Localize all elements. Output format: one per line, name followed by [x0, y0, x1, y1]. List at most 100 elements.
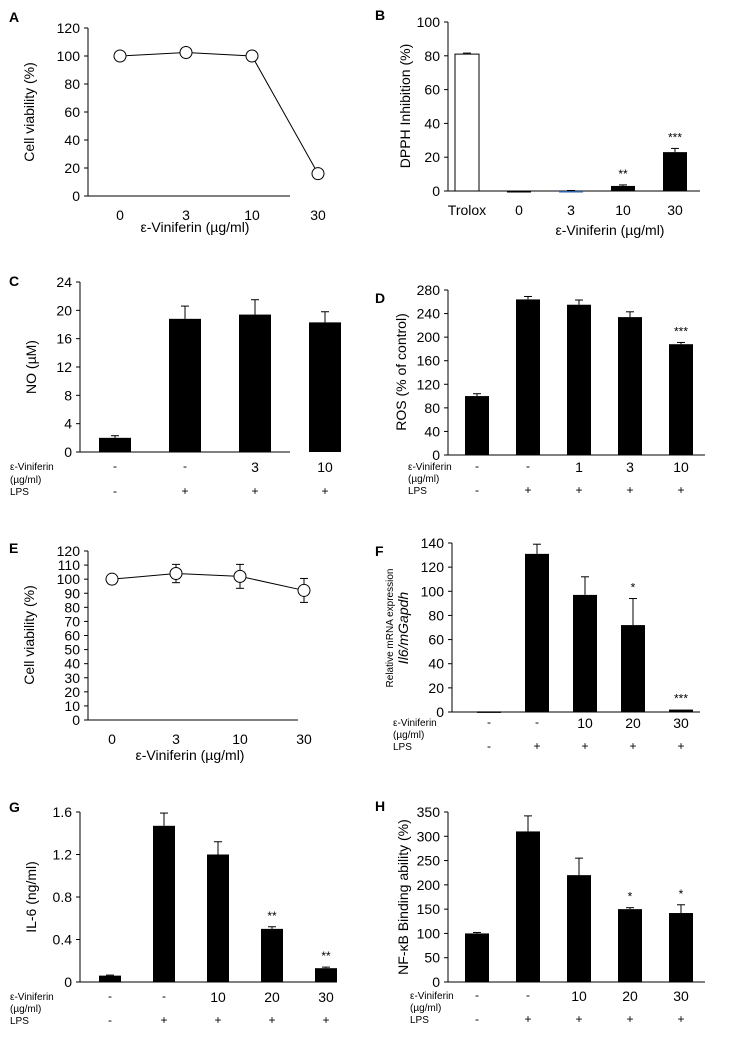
data-point: [105, 572, 119, 586]
significance-marker: **: [267, 909, 277, 923]
bar: [669, 344, 693, 455]
y-tick-label: 10: [64, 698, 80, 714]
treatment-value: -: [487, 739, 491, 753]
bar: [516, 299, 540, 455]
bar: [559, 191, 583, 193]
bar: [567, 875, 591, 982]
y-tick-label: 0: [72, 188, 80, 204]
treatment-value: -: [487, 715, 491, 729]
treatment-value: 3: [626, 459, 634, 475]
panel-g: G 0 0.4 0.8 1.2 1.6 IL-6 (ng/ml) ** ** ε-Viniferi…: [9, 799, 337, 1027]
y-tick-label: 120: [417, 376, 441, 392]
treatment-value: +: [251, 484, 258, 498]
bar: [465, 933, 489, 982]
y-axis-label-gene: Il6/mGapdh: [395, 592, 411, 665]
bar: [611, 185, 635, 191]
bar: [663, 152, 687, 191]
x-tick-label: 3: [567, 202, 575, 218]
treatment-value: 20: [622, 988, 638, 1004]
treatment-value: +: [268, 1013, 275, 1027]
treatment-value: +: [524, 1012, 531, 1026]
y-tick-label: 0: [72, 712, 80, 728]
treatment-label: ε-Viniferin: [408, 462, 452, 473]
y-tick-label: 60: [64, 104, 80, 120]
y-tick-label: 90: [64, 585, 80, 601]
y-tick-label: 20: [428, 680, 444, 696]
panel-f: F 0 20 40 60 80 100 120 140 Relative mRNA express…: [375, 535, 700, 753]
y-tick-label: 1.2: [53, 847, 73, 863]
treatment-value: 10: [673, 459, 689, 475]
treatment-value: +: [524, 483, 531, 497]
y-axis-label: NO (µM): [23, 340, 39, 394]
bar: [99, 975, 121, 982]
data-point: [311, 167, 325, 181]
y-tick-label: 120: [421, 559, 445, 575]
panel-a: A 0 20 40 60 80 100 120 Cell viability (%) 0 3 10 30…: [9, 9, 326, 235]
treatment-label: LPS: [10, 1016, 29, 1027]
panel-h: H 0 50 100 150 200 250 300 350 NF-κB Binding abil…: [375, 798, 705, 1026]
treatment-value: 20: [625, 715, 641, 731]
treatment-label: ε-Viniferin: [393, 718, 437, 729]
panel-label: H: [375, 798, 385, 814]
x-tick-label: 10: [615, 202, 631, 218]
y-tick-label: 30: [64, 670, 80, 686]
y-tick-label: 160: [417, 353, 441, 369]
treatment-value: +: [677, 739, 684, 753]
treatment-value: -: [108, 989, 112, 1003]
bar: [454, 53, 480, 192]
treatment-value: -: [113, 459, 117, 473]
y-tick-label: 1.6: [53, 804, 73, 820]
x-tick-label: 0: [515, 202, 523, 218]
bar: [153, 825, 175, 982]
y-tick-label: 140: [421, 535, 445, 551]
y-tick-label: 60: [424, 82, 440, 98]
panel-label: F: [375, 543, 384, 559]
y-tick-label: 20: [64, 684, 80, 700]
bar: [621, 625, 645, 712]
bar: [207, 854, 229, 982]
y-tick-label: 300: [417, 828, 441, 844]
significance-marker: *: [631, 581, 636, 595]
panel-c: C 0 4 8 12 16 20 24 NO (µM) ε-Viniferin (µg/ml) - - 3…: [9, 273, 341, 498]
treatment-value: +: [575, 483, 582, 497]
data-point: [245, 49, 259, 63]
treatment-value: -: [183, 459, 187, 473]
data-point: [233, 569, 247, 583]
y-tick-label: 200: [417, 329, 441, 345]
treatment-value: -: [526, 988, 530, 1002]
treatment-value: +: [626, 1012, 633, 1026]
bar: [516, 831, 540, 982]
y-tick-label: 250: [417, 853, 441, 869]
treatment-value: 3: [251, 459, 259, 475]
bar: [309, 322, 341, 452]
y-tick-label: 40: [64, 132, 80, 148]
y-tick-label: 0: [432, 183, 440, 199]
treatment-value: 10: [210, 989, 226, 1005]
y-tick-label: 100: [417, 925, 441, 941]
treatment-value: 30: [673, 715, 689, 731]
treatment-value: 30: [673, 988, 689, 1004]
bar: [507, 191, 531, 193]
bar: [239, 314, 271, 452]
bar: [669, 913, 693, 982]
treatment-value: -: [526, 459, 530, 473]
treatment-label: LPS: [410, 1015, 429, 1026]
treatment-value: 10: [317, 459, 333, 475]
treatment-value: -: [535, 715, 539, 729]
y-tick-label: 100: [57, 48, 81, 64]
y-tick-label: 12: [56, 359, 72, 375]
treatment-label: LPS: [408, 486, 427, 497]
y-axis-label: IL-6 (ng/ml): [23, 861, 39, 933]
treatment-value: +: [321, 484, 328, 498]
x-tick-label: 0: [116, 207, 124, 223]
x-tick-label: 10: [232, 731, 248, 747]
x-tick-label: 30: [667, 202, 683, 218]
bar: [99, 437, 131, 452]
panel-label: B: [375, 7, 385, 23]
treatment-value: -: [475, 459, 479, 473]
y-axis-label: ROS (% of control): [393, 313, 409, 430]
significance-marker: *: [679, 887, 684, 901]
significance-marker: **: [618, 167, 628, 181]
treatment-label: LPS: [10, 487, 29, 498]
y-tick-label: 0: [432, 447, 440, 463]
